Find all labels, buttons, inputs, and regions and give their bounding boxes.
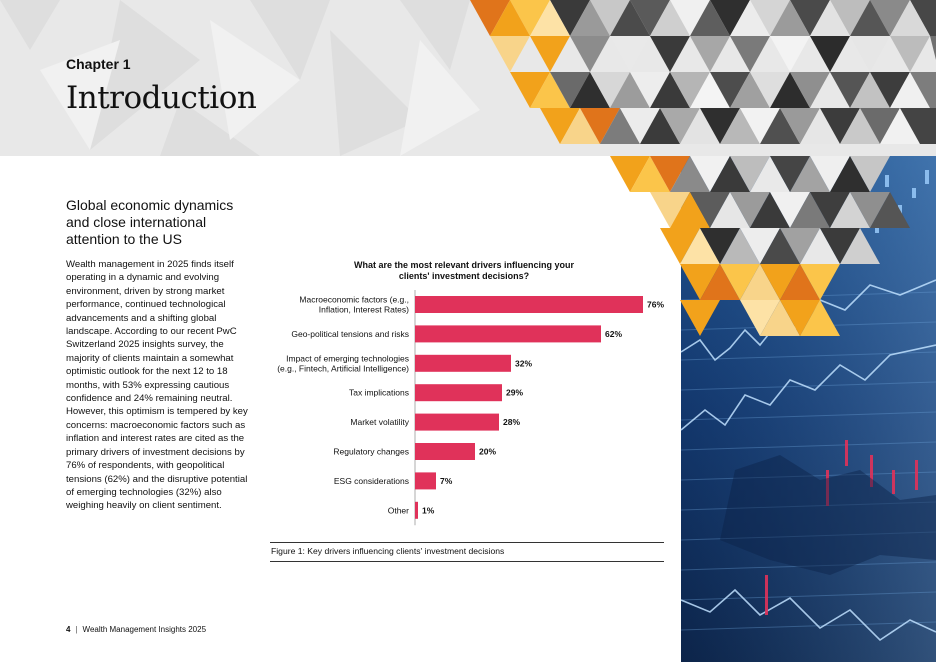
bar-6: [415, 472, 436, 490]
header-pattern: [0, 0, 480, 156]
bar-value-label-5: 20%: [479, 447, 496, 457]
figure-rule-bottom: [270, 561, 664, 562]
page-footer: 4 | Wealth Management Insights 2025: [66, 625, 206, 634]
figure-rule-top: [270, 542, 664, 543]
chapter-title: Introduction: [66, 80, 257, 116]
category-label-3-0: Tax implications: [349, 388, 409, 398]
bar-value-label-3: 29%: [506, 388, 523, 398]
category-label-4-0: Market volatility: [350, 417, 409, 427]
chart-title: What are the most relevant drivers influ…: [353, 260, 575, 281]
footer-separator: |: [75, 625, 78, 634]
bar-5: [415, 443, 475, 460]
chapter-label: Chapter 1: [66, 56, 131, 72]
category-label-2-0: Impact of emerging technologies: [286, 353, 409, 363]
bar-value-label-2: 32%: [515, 358, 532, 368]
body-paragraph: Wealth management in 2025 finds itself o…: [66, 259, 248, 512]
page-number: 4: [66, 625, 71, 634]
bar-3: [415, 384, 502, 402]
category-label-2-1: (e.g., Fintech, Artificial Intelligence): [277, 363, 409, 373]
bar-0: [415, 296, 643, 313]
bar-value-label-6: 7%: [440, 476, 453, 486]
bar-value-label-0: 76%: [647, 300, 664, 310]
bar-chart: 76% Macroeconomic factors (e.g.,Inflation…: [277, 290, 664, 526]
bar-1: [415, 325, 601, 343]
figure-caption: Figure 1: Key drivers influencing client…: [271, 546, 505, 556]
bar-2: [415, 354, 511, 372]
category-label-1-0: Geo-political tensions and risks: [291, 329, 409, 339]
category-label-7-0: Other: [388, 505, 409, 515]
bar-4: [415, 413, 499, 431]
section-heading: Global economic dynamics and close inter…: [66, 197, 234, 247]
bar-value-label-4: 28%: [503, 417, 520, 427]
bar-7: [415, 501, 418, 519]
bar-value-label-7: 1%: [422, 505, 435, 515]
geometric-triangle-pattern: [470, 0, 936, 336]
category-label-6-0: ESG considerations: [334, 476, 409, 486]
publication-name: Wealth Management Insights 2025: [82, 625, 207, 634]
category-label-0-0: Macroeconomic factors (e.g.,: [299, 295, 409, 305]
category-label-5-0: Regulatory changes: [333, 447, 409, 457]
bar-value-label-1: 62%: [605, 329, 622, 339]
category-label-0-1: Inflation, Interest Rates): [319, 305, 409, 315]
